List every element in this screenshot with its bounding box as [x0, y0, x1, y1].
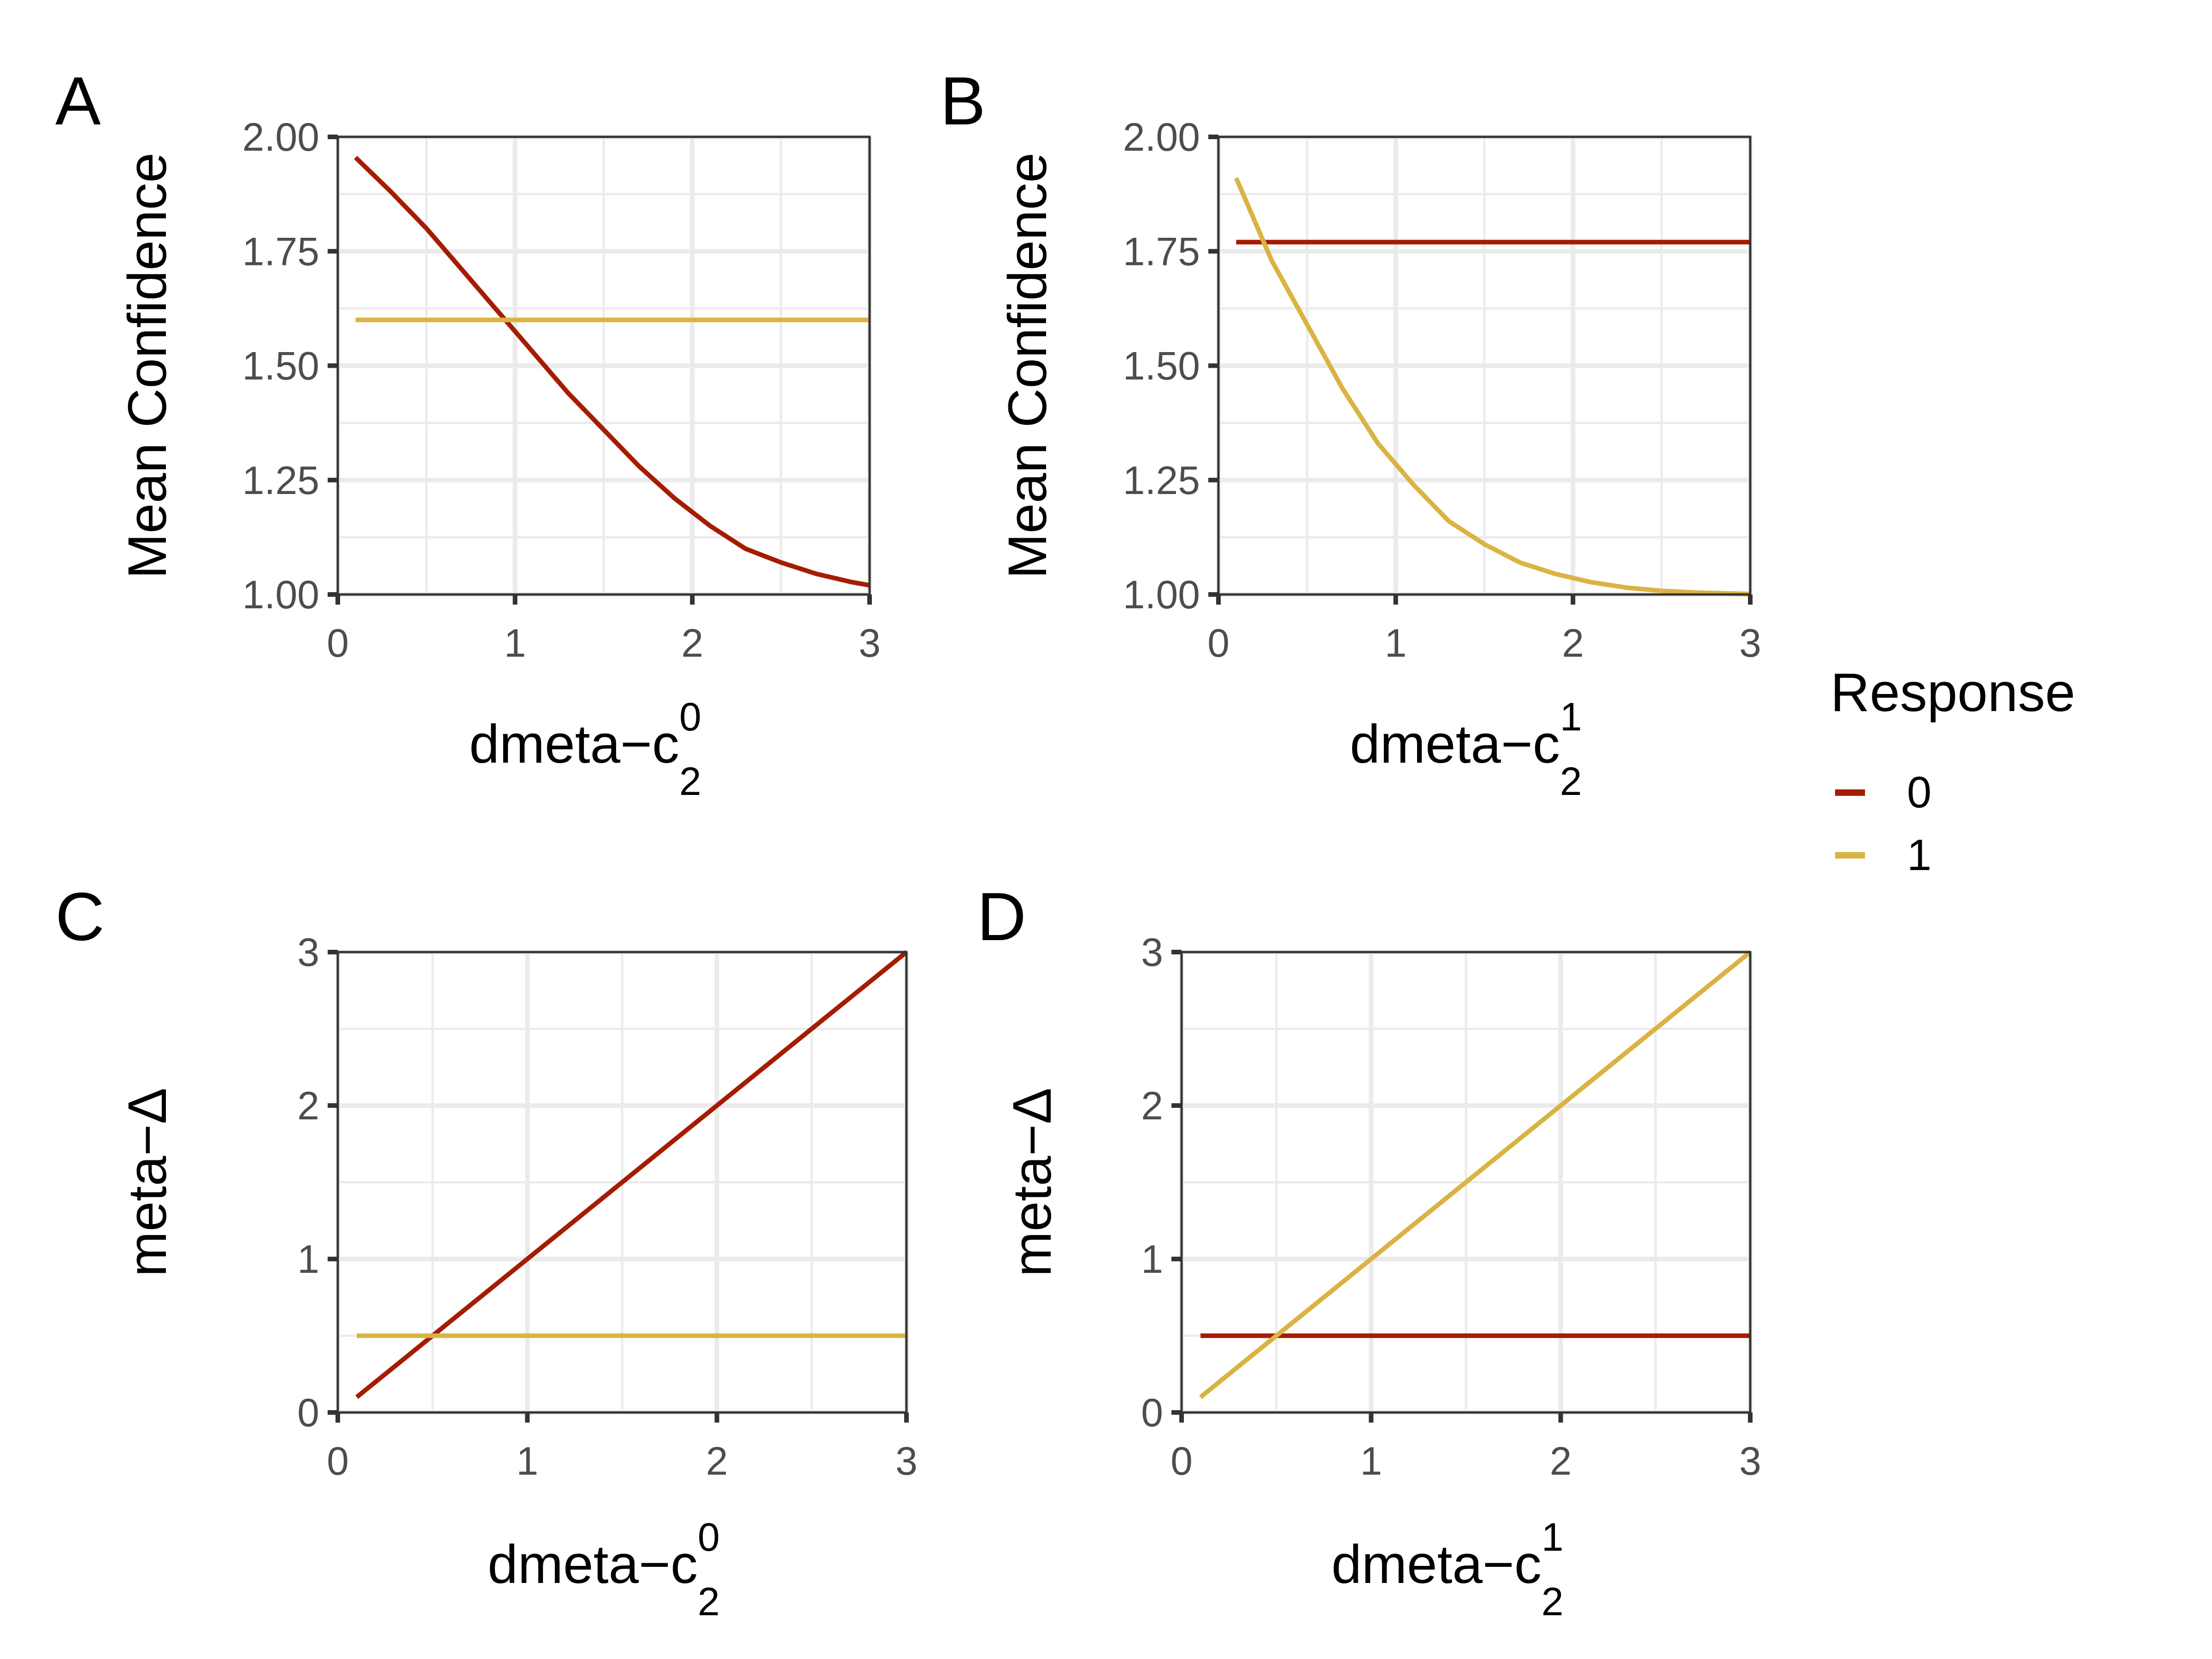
y-tick-label: 2.00: [1123, 115, 1200, 159]
x-tick-label: 3: [1739, 621, 1761, 665]
series-line-response-1: [1234, 177, 1751, 596]
series-line-response-1: [1199, 950, 1752, 1399]
x-tick-label: 3: [1739, 1439, 1761, 1483]
legend-label-0: 0: [1907, 768, 1931, 817]
x-tick-label: 1: [1385, 621, 1407, 665]
x-tick-label: 0: [1171, 1439, 1193, 1483]
y-axis-title: Mean Confidence: [997, 153, 1058, 579]
x-tick-label: 3: [859, 621, 881, 665]
panel-border: [1180, 951, 1752, 1414]
y-tick-label: 0: [297, 1391, 319, 1435]
x-axis-title: dmeta−c1 2: [1331, 1515, 1564, 1624]
y-axis-title: Mean Confidence: [117, 153, 178, 579]
x-axis-title: dmeta−c0 2: [488, 1515, 720, 1624]
series-line-response-0: [354, 156, 870, 588]
panel-a: 0 1 2 3 1.00 1.25 1.50 1.75 2.00 A Mean Confidence…: [55, 63, 881, 804]
x-tick-label: 3: [895, 1439, 918, 1483]
x-tick-label: 2: [681, 621, 703, 665]
y-tick-label: 1.50: [242, 344, 319, 388]
panel-tag: D: [977, 879, 1026, 955]
y-tick-label: 1.00: [1123, 573, 1200, 617]
x-tick-label: 0: [327, 1439, 349, 1483]
legend-label-1: 1: [1907, 830, 1931, 880]
x-axis-title: dmeta−c0 2: [469, 695, 701, 804]
x-tick-label: 0: [327, 621, 349, 665]
x-tick-label: 1: [516, 1439, 538, 1483]
y-axis-title: meta−Δ: [1002, 1088, 1063, 1277]
y-tick-label: 3: [297, 930, 319, 975]
y-tick-label: 1.50: [1123, 344, 1200, 388]
y-tick-label: 1.75: [242, 229, 319, 274]
y-tick-label: 1.25: [242, 459, 319, 503]
y-tick-label: 1.25: [1123, 459, 1200, 503]
x-axis-title-subscript: 2: [1560, 759, 1582, 804]
panel-tag: C: [55, 879, 105, 955]
legend-title: Response: [1830, 662, 2075, 723]
y-tick-label: 2.00: [242, 115, 319, 159]
x-tick-label: 1: [504, 621, 526, 665]
x-tick-label: 2: [706, 1439, 728, 1483]
y-axis-title: meta−Δ: [117, 1088, 178, 1277]
x-axis-title-subscript: 2: [698, 1580, 720, 1624]
x-axis-title-superscript: 0: [698, 1515, 720, 1559]
panel-tag: B: [940, 63, 986, 139]
y-tick-label: 1: [297, 1237, 319, 1282]
y-tick-label: 2: [1141, 1084, 1163, 1128]
x-tick-label: 2: [1562, 621, 1584, 665]
y-tick-label: 2: [297, 1084, 319, 1128]
x-axis-title-superscript: 1: [1541, 1515, 1564, 1559]
y-tick-label: 0: [1141, 1391, 1163, 1435]
x-axis-title-superscript: 1: [1560, 695, 1582, 739]
x-axis-title-subscript: 2: [1541, 1580, 1564, 1624]
x-tick-label: 1: [1360, 1439, 1382, 1483]
y-tick-label: 1: [1141, 1237, 1163, 1282]
x-tick-label: 2: [1550, 1439, 1572, 1483]
legend: Response 0 1: [1830, 662, 2075, 880]
panel-tag: A: [55, 63, 101, 139]
x-axis-title-subscript: 2: [679, 759, 701, 804]
y-tick-label: 3: [1141, 930, 1163, 975]
x-axis-title-superscript: 0: [679, 695, 701, 739]
x-axis-title: dmeta−c1 2: [1350, 695, 1582, 804]
y-tick-label: 1.75: [1123, 229, 1200, 274]
panel-border: [336, 951, 908, 1414]
y-tick-label: 1.00: [242, 573, 319, 617]
x-tick-label: 0: [1207, 621, 1230, 665]
